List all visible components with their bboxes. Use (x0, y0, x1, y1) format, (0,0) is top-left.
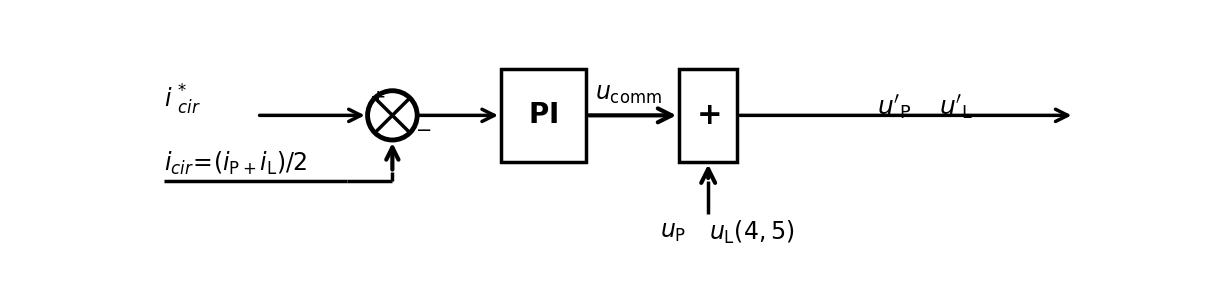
Bar (501, 69, 587, 162)
Text: $u_{\mathrm{P}}$: $u_{\mathrm{P}}$ (660, 220, 686, 244)
Text: $u'_{\mathrm{P}}$: $u'_{\mathrm{P}}$ (876, 93, 912, 122)
Bar (679, 69, 738, 162)
Text: $i_{cir}\!=\!(i_{\mathrm{P+}}i_{\mathrm{L}})/2$: $i_{cir}\!=\!(i_{\mathrm{P+}}i_{\mathrm{… (164, 150, 307, 177)
Text: $\mathbf{PI}$: $\mathbf{PI}$ (528, 101, 559, 129)
Text: $-$: $-$ (415, 119, 432, 138)
Text: $+$: $+$ (369, 88, 386, 107)
Text: $\mathbf{+}$: $\mathbf{+}$ (696, 101, 720, 130)
Text: $u_{\mathrm{comm}}$: $u_{\mathrm{comm}}$ (595, 82, 662, 106)
Text: $i\,^*_{\,cir}$: $i\,^*_{\,cir}$ (164, 83, 201, 117)
Text: $u_{\mathrm{L}}(4,5)$: $u_{\mathrm{L}}(4,5)$ (708, 219, 793, 246)
Text: $u'_{\mathrm{L}}$: $u'_{\mathrm{L}}$ (938, 93, 974, 122)
